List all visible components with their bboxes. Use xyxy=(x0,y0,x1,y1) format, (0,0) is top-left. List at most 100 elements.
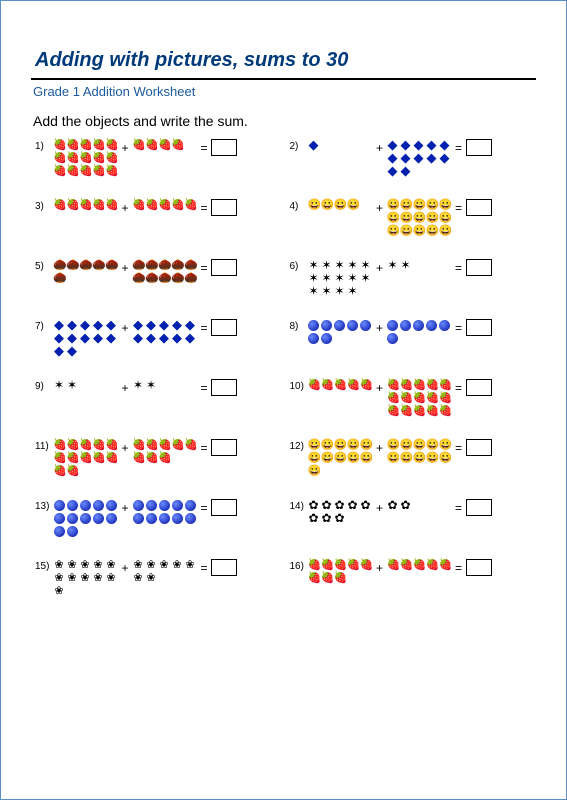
bluegem-icon xyxy=(158,332,170,344)
strawberry-icon xyxy=(308,379,320,391)
answer-input[interactable] xyxy=(211,559,237,576)
answer-input[interactable] xyxy=(466,559,492,576)
strawberry-icon xyxy=(53,139,65,151)
operand-b xyxy=(132,259,197,284)
answer-input[interactable] xyxy=(466,439,492,456)
star-o-icon xyxy=(321,285,333,297)
answer-input[interactable] xyxy=(211,439,237,456)
nut-icon xyxy=(184,272,196,284)
emoji-icon xyxy=(439,439,451,451)
answer-input[interactable] xyxy=(466,379,492,396)
strawberry-icon xyxy=(145,452,157,464)
flower-o-icon xyxy=(145,572,157,584)
bluedot-icon xyxy=(67,500,78,511)
plus-sign: + xyxy=(118,379,132,395)
operand-b xyxy=(387,139,452,177)
flower-icon xyxy=(400,499,412,511)
equals-sign: = xyxy=(197,439,211,455)
plus-sign: + xyxy=(373,199,387,215)
strawberry-icon xyxy=(413,392,425,404)
strawberry-icon xyxy=(79,152,91,164)
flower-icon xyxy=(334,512,346,524)
equals-sign: = xyxy=(452,499,466,515)
flower-o-icon xyxy=(132,572,144,584)
bluedot-icon xyxy=(80,513,91,524)
equals-sign: = xyxy=(452,379,466,395)
star-o-icon xyxy=(308,285,320,297)
emoji-icon xyxy=(426,225,438,237)
emoji-icon xyxy=(308,452,320,464)
problem-row: 4)+= xyxy=(290,199,533,237)
bluegem-icon xyxy=(79,332,91,344)
problem-number: 13) xyxy=(35,499,53,512)
strawberry-icon xyxy=(145,139,157,151)
answer-input[interactable] xyxy=(466,259,492,276)
problem-row: 6)+= xyxy=(290,259,533,297)
bluedot-icon xyxy=(54,500,65,511)
flower-o-icon xyxy=(79,572,91,584)
operand-a xyxy=(53,559,118,597)
answer-input[interactable] xyxy=(211,319,237,336)
answer-input[interactable] xyxy=(466,319,492,336)
strawberry-icon xyxy=(92,452,104,464)
strawberry-icon xyxy=(439,392,451,404)
flower-o-icon xyxy=(105,559,117,571)
problem-number: 3) xyxy=(35,199,53,212)
bluedot-icon xyxy=(347,320,358,331)
operand-a xyxy=(308,439,373,477)
equals-sign: = xyxy=(452,319,466,335)
equals-sign: = xyxy=(452,559,466,575)
plus-sign: + xyxy=(118,199,132,215)
strawberry-icon xyxy=(79,139,91,151)
operand-b xyxy=(132,319,197,344)
flower-o-icon xyxy=(132,559,144,571)
emoji-icon xyxy=(308,439,320,451)
strawberry-icon xyxy=(53,452,65,464)
equals-sign: = xyxy=(197,319,211,335)
emoji-icon xyxy=(400,452,412,464)
bluegem-icon xyxy=(308,139,320,151)
equals-sign: = xyxy=(197,559,211,575)
star-o-icon xyxy=(387,259,399,271)
strawberry-icon xyxy=(132,452,144,464)
operand-b xyxy=(387,319,452,344)
flower-icon xyxy=(387,499,399,511)
strawberry-icon xyxy=(66,199,78,211)
equals-sign: = xyxy=(197,199,211,215)
operand-b xyxy=(387,499,452,511)
answer-input[interactable] xyxy=(466,199,492,216)
answer-input[interactable] xyxy=(466,499,492,516)
bluedot-icon xyxy=(54,526,65,537)
answer-input[interactable] xyxy=(466,139,492,156)
emoji-icon xyxy=(413,225,425,237)
strawberry-icon xyxy=(400,392,412,404)
bluegem-icon xyxy=(439,152,451,164)
strawberry-icon xyxy=(158,452,170,464)
bluedot-icon xyxy=(106,500,117,511)
answer-input[interactable] xyxy=(211,379,237,396)
bluedot-icon xyxy=(426,320,437,331)
strawberry-icon xyxy=(66,465,78,477)
equals-sign: = xyxy=(197,499,211,515)
emoji-icon xyxy=(308,465,320,477)
bluedot-icon xyxy=(308,333,319,344)
answer-input[interactable] xyxy=(211,199,237,216)
strawberry-icon xyxy=(308,559,320,571)
plus-sign: + xyxy=(118,499,132,515)
nut-icon xyxy=(79,259,91,271)
emoji-icon xyxy=(400,212,412,224)
emoji-icon xyxy=(439,212,451,224)
answer-input[interactable] xyxy=(211,499,237,516)
emoji-icon xyxy=(387,199,399,211)
emoji-icon xyxy=(426,452,438,464)
bluegem-icon xyxy=(66,345,78,357)
strawberry-icon xyxy=(439,379,451,391)
emoji-icon xyxy=(308,199,320,211)
answer-input[interactable] xyxy=(211,139,237,156)
strawberry-icon xyxy=(413,559,425,571)
star-o-icon xyxy=(53,379,65,391)
star-o-icon xyxy=(360,272,372,284)
emoji-icon xyxy=(439,452,451,464)
answer-input[interactable] xyxy=(211,259,237,276)
star-o-icon xyxy=(308,272,320,284)
